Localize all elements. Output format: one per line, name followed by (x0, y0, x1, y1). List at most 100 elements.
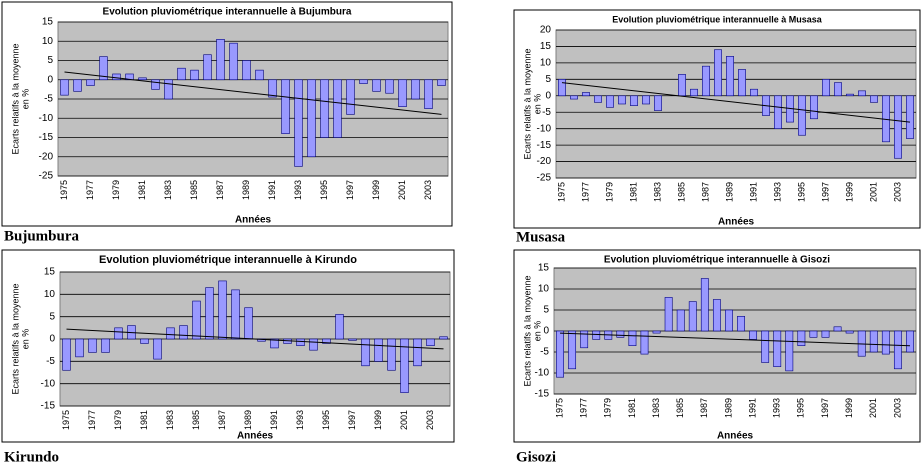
bar (151, 79, 160, 90)
y-tick-label: 0 (545, 90, 551, 101)
x-tick-label: 1997 (345, 180, 355, 200)
chart-caption: Gisozi (516, 449, 556, 465)
x-tick-label: 1991 (267, 180, 277, 200)
chart-title: Evolution pluviométrique interannuelle à… (103, 7, 352, 18)
bar (822, 79, 830, 97)
y-tick-label: 0 (543, 326, 549, 337)
bar (809, 330, 818, 338)
x-tick-label: 1987 (699, 398, 709, 418)
x-tick-label: 2003 (425, 410, 435, 430)
x-tick-label: 1981 (628, 182, 638, 202)
y-axis-label: en % (20, 89, 30, 110)
bar (700, 278, 709, 332)
x-tick-label: 1995 (796, 182, 806, 202)
bar (725, 309, 733, 332)
x-tick-label: 1981 (627, 398, 637, 418)
chart-caption: Bujumbura (4, 228, 80, 244)
y-tick-label: 15 (44, 267, 56, 278)
bar (62, 338, 71, 371)
y-tick-label: 5 (545, 74, 551, 85)
x-tick-label: 1977 (87, 410, 97, 430)
bar (640, 330, 649, 355)
bar (244, 307, 253, 340)
y-tick-label: -15 (41, 401, 56, 412)
bar (164, 79, 173, 100)
y-tick-label: 15 (540, 41, 552, 52)
x-tick-label: 1975 (61, 410, 71, 430)
x-tick-label: 1979 (111, 180, 121, 200)
bar (568, 330, 577, 370)
y-tick-label: 10 (540, 58, 552, 69)
bar (60, 79, 69, 96)
x-tick-label: 2003 (892, 182, 902, 202)
x-tick-label: 1999 (844, 398, 854, 418)
bar (664, 297, 673, 332)
x-tick-label: 1991 (748, 182, 758, 202)
trend-line (560, 332, 910, 347)
bar (858, 90, 866, 97)
y-tick-label: -15 (535, 389, 550, 400)
y-tick-label: 10 (538, 284, 550, 295)
bar (894, 95, 902, 159)
bar (810, 95, 818, 120)
bar (268, 79, 277, 98)
y-tick-label: -25 (537, 173, 552, 184)
bar (845, 330, 854, 334)
x-tick-label: 1989 (241, 180, 251, 200)
y-axis-label: Ecarts relatifs à la moyenne (522, 48, 532, 159)
x-tick-label: 1981 (139, 410, 149, 430)
x-tick-label: 1977 (580, 182, 590, 202)
y-tick-label: 10 (44, 289, 56, 300)
bar (846, 93, 854, 97)
y-tick-label: -10 (39, 113, 54, 124)
bar (834, 82, 842, 97)
bar (372, 79, 381, 92)
bar (112, 73, 121, 81)
bar (307, 79, 316, 158)
bar (190, 69, 199, 81)
bar (906, 330, 914, 353)
x-tick-label: 1989 (723, 398, 733, 418)
x-tick-label: 1983 (652, 182, 662, 202)
bar (203, 54, 212, 81)
bar (320, 79, 329, 138)
x-tick-label: 1993 (772, 182, 782, 202)
bar (359, 79, 368, 84)
bar (869, 330, 878, 353)
y-axis-label: en % (532, 94, 542, 115)
bar (618, 95, 626, 105)
x-tick-label: 1981 (137, 180, 147, 200)
x-tick-label: 1991 (747, 398, 757, 418)
bar (88, 338, 97, 353)
y-tick-label: -15 (39, 132, 54, 143)
bar (348, 338, 357, 341)
bar (906, 95, 914, 139)
x-tick-label: 1985 (189, 180, 199, 200)
x-tick-label: 1993 (772, 398, 782, 418)
y-tick-label: -15 (537, 140, 552, 151)
x-tick-label: 2001 (868, 398, 878, 418)
x-tick-label: 1983 (163, 180, 173, 200)
y-axis-label: Ecarts relatifs à la moyenne (10, 283, 20, 394)
bar (702, 65, 710, 97)
bar (192, 300, 201, 340)
bar (738, 69, 746, 97)
bar (630, 95, 638, 106)
bar (101, 338, 110, 353)
bar (628, 330, 637, 346)
x-tick-label: 1975 (556, 182, 566, 202)
bar (205, 287, 214, 340)
bar (749, 330, 758, 340)
bar (558, 79, 566, 97)
x-tick-label: 1987 (215, 180, 225, 200)
x-tick-label: 1983 (165, 410, 175, 430)
bar (270, 338, 279, 349)
bar (881, 330, 890, 355)
bar (797, 330, 806, 346)
x-tick-label: 1979 (603, 398, 613, 418)
bar (893, 330, 902, 370)
x-tick-label: 1983 (651, 398, 661, 418)
bar (774, 95, 782, 129)
